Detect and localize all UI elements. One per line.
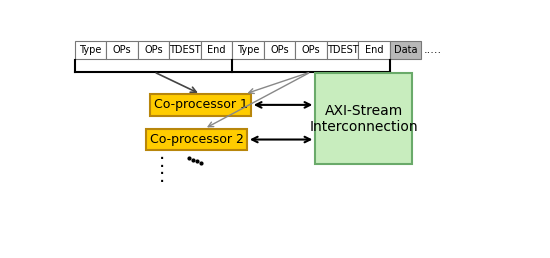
Text: Co-processor 1: Co-processor 1: [153, 98, 248, 111]
Text: .....: .....: [424, 45, 442, 55]
Text: AXI-Stream
Interconnection: AXI-Stream Interconnection: [309, 104, 418, 134]
Bar: [264, 41, 295, 59]
Text: OPs: OPs: [144, 45, 163, 55]
Bar: [146, 129, 247, 150]
Text: Type: Type: [80, 45, 102, 55]
Text: End: End: [207, 45, 226, 55]
Bar: [295, 41, 327, 59]
Bar: [150, 94, 251, 116]
Bar: [138, 41, 169, 59]
Bar: [315, 73, 412, 164]
Text: OPs: OPs: [271, 45, 289, 55]
Text: ·: ·: [158, 150, 165, 169]
Text: TDEST: TDEST: [327, 45, 359, 55]
Text: ·: ·: [158, 158, 165, 177]
Text: ·: ·: [158, 173, 165, 192]
Bar: [327, 41, 359, 59]
Text: End: End: [365, 45, 383, 55]
Bar: [169, 41, 201, 59]
Text: OPs: OPs: [113, 45, 131, 55]
Text: Co-processor 2: Co-processor 2: [150, 133, 244, 146]
Text: TDEST: TDEST: [169, 45, 201, 55]
Bar: [233, 41, 264, 59]
Text: Data: Data: [394, 45, 417, 55]
Text: Type: Type: [237, 45, 260, 55]
Bar: [390, 41, 421, 59]
Bar: [75, 41, 107, 59]
Text: OPs: OPs: [302, 45, 321, 55]
Bar: [107, 41, 138, 59]
Bar: [359, 41, 390, 59]
Bar: [201, 41, 233, 59]
Text: ·: ·: [158, 165, 165, 184]
